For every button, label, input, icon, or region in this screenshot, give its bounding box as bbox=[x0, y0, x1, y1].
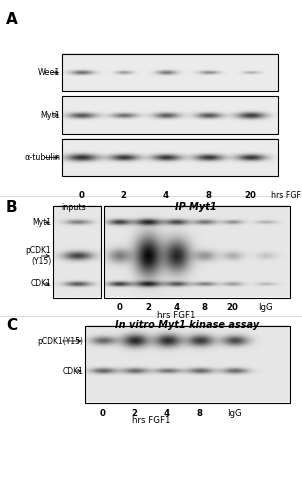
Text: α-tubulin: α-tubulin bbox=[24, 153, 60, 162]
Text: pCDK1(Y15): pCDK1(Y15) bbox=[37, 336, 83, 345]
Text: hrs FGF1: hrs FGF1 bbox=[271, 191, 302, 200]
Text: 8: 8 bbox=[202, 304, 208, 312]
Text: 0: 0 bbox=[100, 408, 106, 418]
Text: CDK1: CDK1 bbox=[62, 366, 83, 376]
Bar bbox=[104, 206, 290, 298]
Text: 8: 8 bbox=[205, 191, 211, 200]
Text: Myt1: Myt1 bbox=[32, 218, 51, 227]
Text: 8: 8 bbox=[196, 408, 202, 418]
Bar bbox=[85, 326, 290, 402]
Text: 2: 2 bbox=[145, 304, 151, 312]
Text: pCDK1
(Y15): pCDK1 (Y15) bbox=[26, 246, 51, 266]
Text: 20: 20 bbox=[245, 191, 257, 200]
Text: Wee1: Wee1 bbox=[38, 68, 60, 77]
Text: 2: 2 bbox=[121, 191, 127, 200]
Bar bbox=[62, 138, 278, 176]
Text: In vitro Myt1 kinase assay: In vitro Myt1 kinase assay bbox=[115, 320, 259, 330]
Text: hrs FGF1: hrs FGF1 bbox=[132, 416, 170, 425]
Text: 4: 4 bbox=[164, 408, 170, 418]
Bar bbox=[53, 206, 101, 298]
Bar bbox=[62, 96, 278, 134]
Text: 4: 4 bbox=[163, 191, 169, 200]
Text: 0: 0 bbox=[116, 304, 122, 312]
Text: 0: 0 bbox=[79, 191, 85, 200]
Text: Myt1: Myt1 bbox=[41, 110, 60, 120]
Text: IP Myt1: IP Myt1 bbox=[175, 202, 217, 212]
Text: C: C bbox=[6, 318, 17, 332]
Bar bbox=[62, 54, 278, 91]
Text: B: B bbox=[6, 200, 18, 215]
Text: IgG: IgG bbox=[227, 408, 241, 418]
Text: 20: 20 bbox=[226, 304, 239, 312]
Text: inputs: inputs bbox=[62, 202, 86, 211]
Text: 4: 4 bbox=[174, 304, 180, 312]
Text: CDK1: CDK1 bbox=[31, 280, 51, 288]
Text: hrs FGF1: hrs FGF1 bbox=[157, 311, 195, 320]
Text: IgG: IgG bbox=[259, 304, 273, 312]
Text: 2: 2 bbox=[131, 408, 137, 418]
Text: A: A bbox=[6, 12, 18, 28]
